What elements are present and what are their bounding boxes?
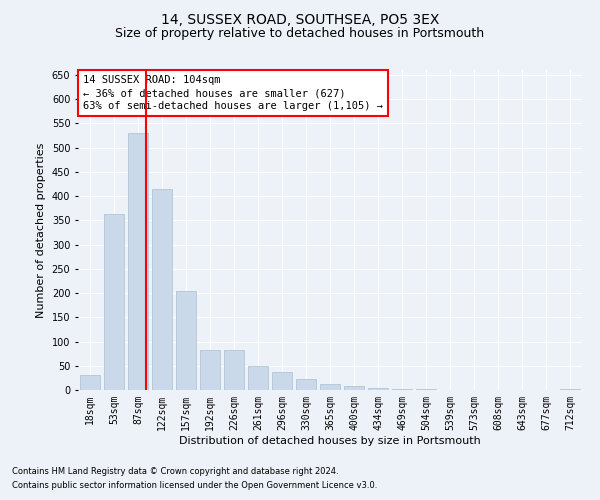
Bar bbox=[272, 372, 292, 390]
Text: Contains public sector information licensed under the Open Government Licence v3: Contains public sector information licen… bbox=[12, 481, 377, 490]
Text: 14, SUSSEX ROAD, SOUTHSEA, PO5 3EX: 14, SUSSEX ROAD, SOUTHSEA, PO5 3EX bbox=[161, 12, 439, 26]
Bar bbox=[320, 384, 340, 390]
X-axis label: Distribution of detached houses by size in Portsmouth: Distribution of detached houses by size … bbox=[179, 436, 481, 446]
Bar bbox=[80, 376, 100, 390]
Bar bbox=[344, 386, 364, 390]
Bar bbox=[560, 389, 580, 390]
Text: Contains HM Land Registry data © Crown copyright and database right 2024.: Contains HM Land Registry data © Crown c… bbox=[12, 467, 338, 476]
Bar bbox=[224, 350, 244, 390]
Y-axis label: Number of detached properties: Number of detached properties bbox=[36, 142, 46, 318]
Bar bbox=[128, 133, 148, 390]
Bar bbox=[200, 350, 220, 390]
Bar bbox=[248, 366, 268, 390]
Bar bbox=[296, 380, 316, 390]
Bar bbox=[368, 388, 388, 390]
Bar bbox=[152, 189, 172, 390]
Bar bbox=[104, 214, 124, 390]
Bar bbox=[392, 388, 412, 390]
Text: Size of property relative to detached houses in Portsmouth: Size of property relative to detached ho… bbox=[115, 28, 485, 40]
Bar bbox=[416, 389, 436, 390]
Text: 14 SUSSEX ROAD: 104sqm
← 36% of detached houses are smaller (627)
63% of semi-de: 14 SUSSEX ROAD: 104sqm ← 36% of detached… bbox=[83, 75, 383, 111]
Bar bbox=[176, 290, 196, 390]
